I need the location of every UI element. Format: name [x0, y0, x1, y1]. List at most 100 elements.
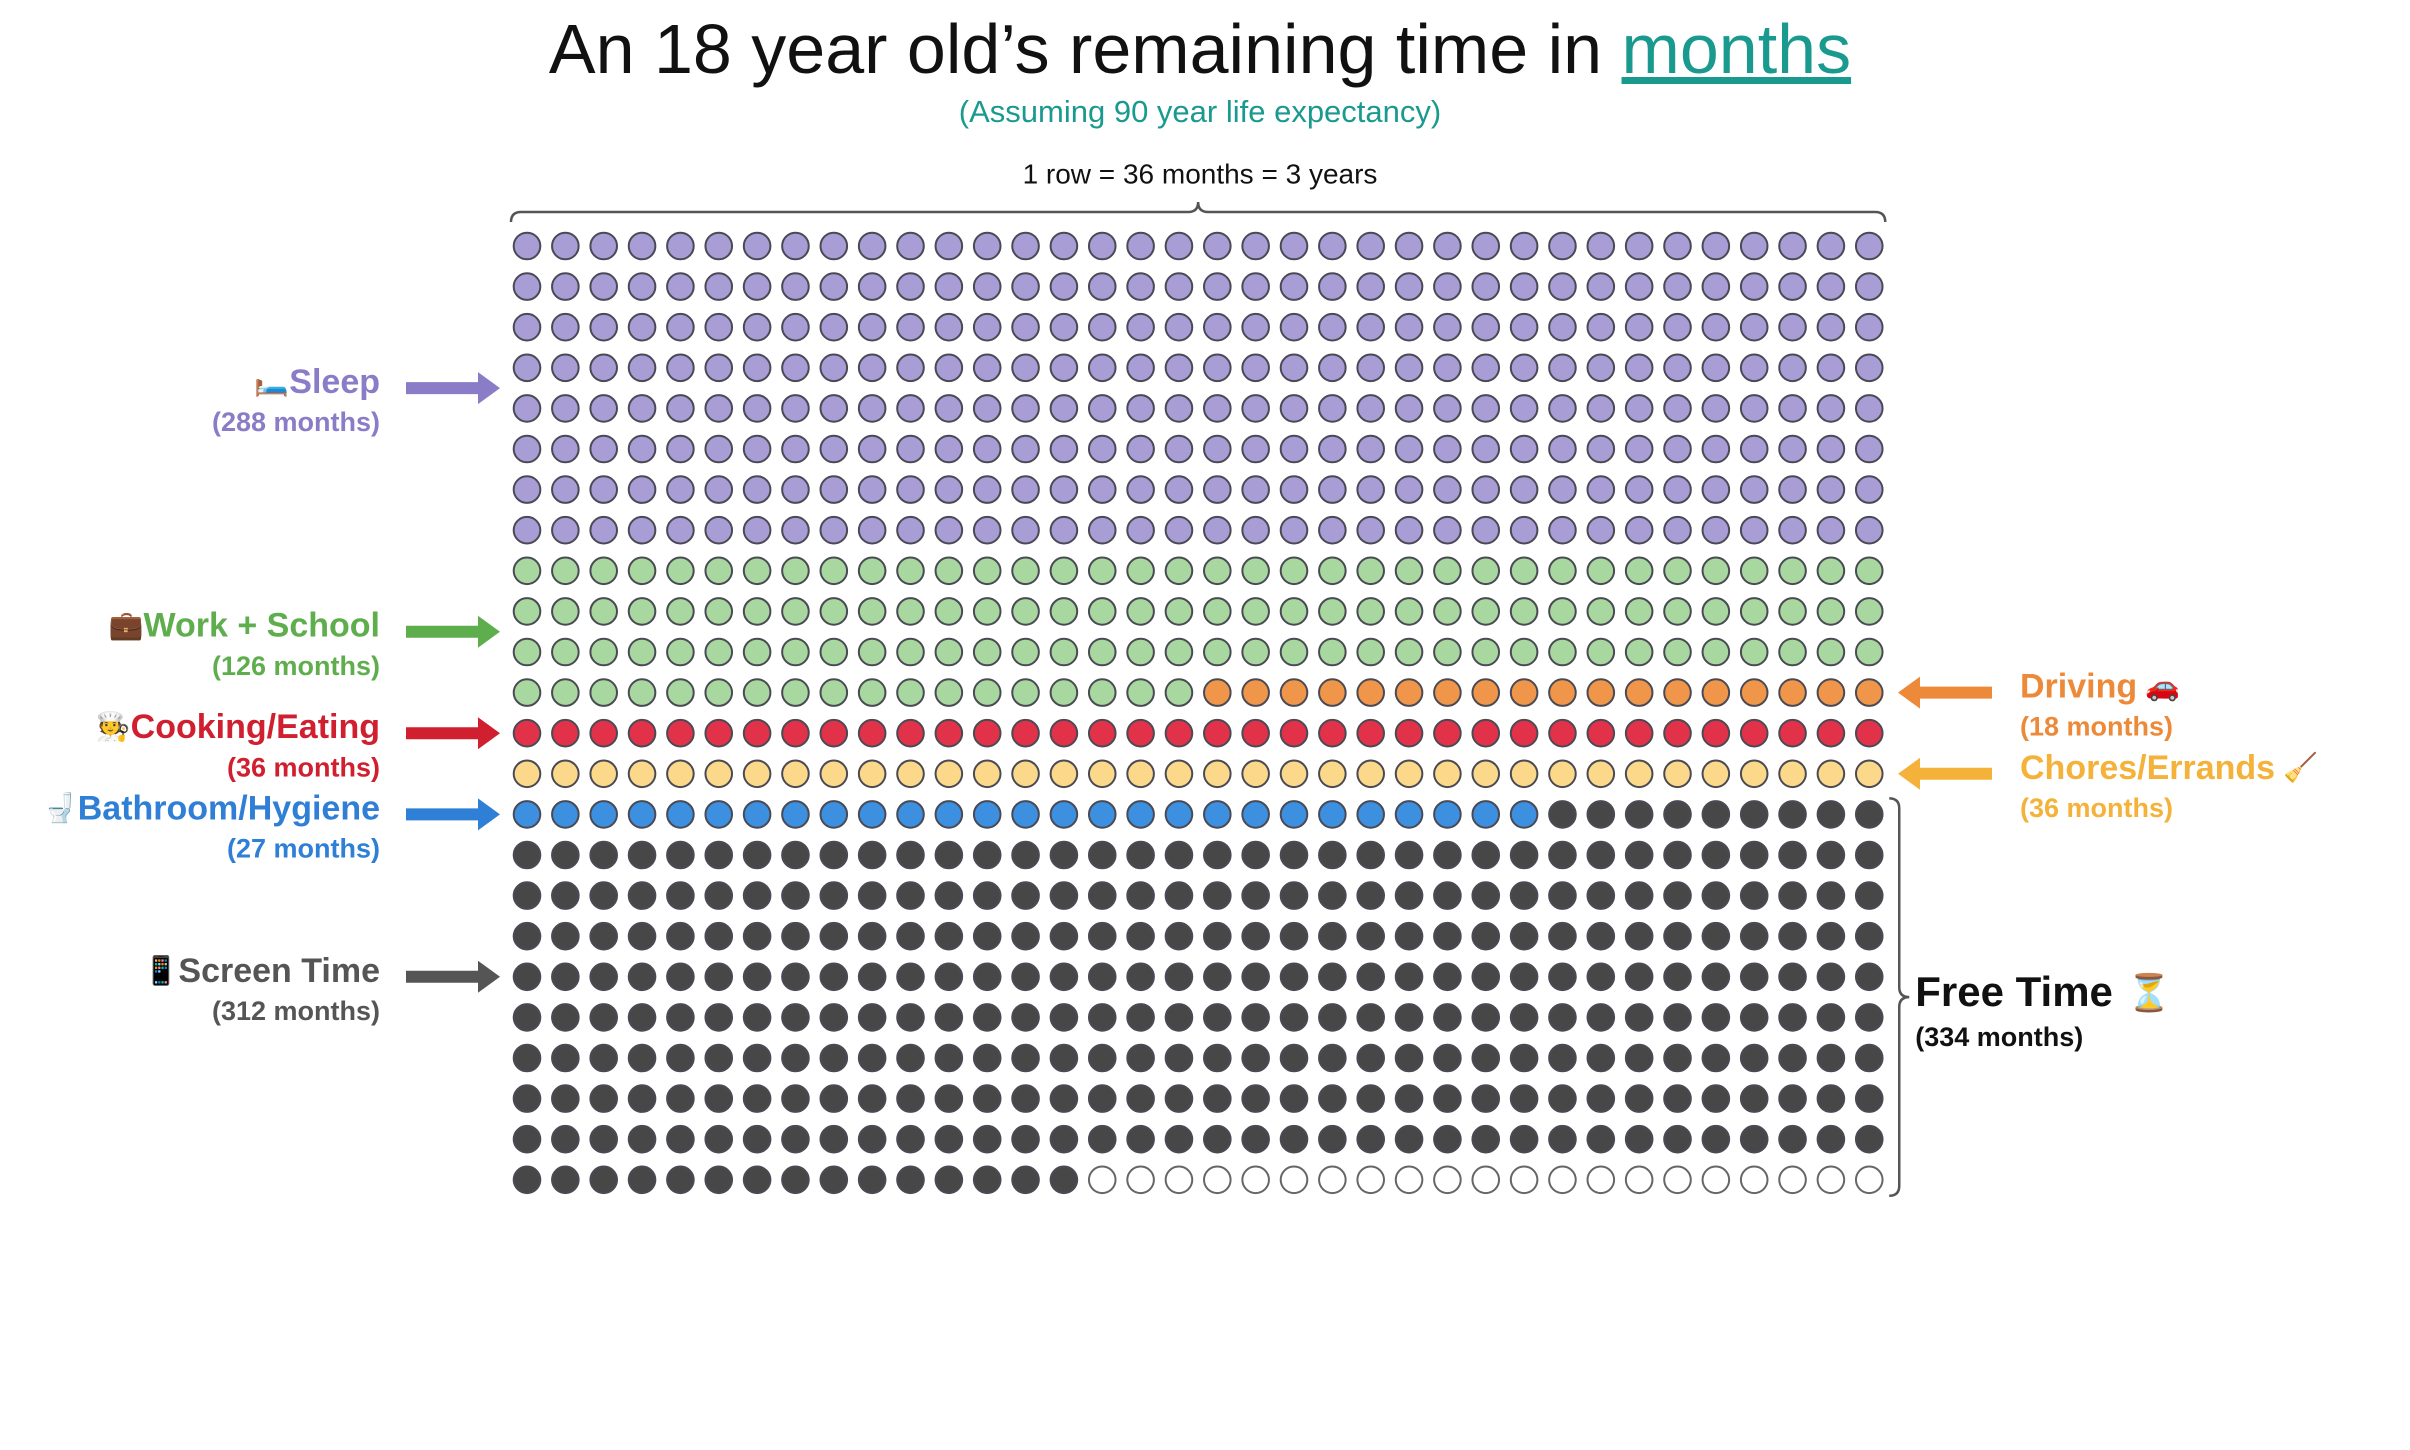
month-dot: [1279, 678, 1309, 707]
month-dot: [1241, 1124, 1270, 1154]
month-dot: [1394, 800, 1424, 829]
month-dot: [1126, 678, 1155, 707]
month-dot: [1816, 800, 1846, 829]
month-dot: [1509, 921, 1539, 951]
month-dot: [1433, 1084, 1462, 1113]
month-dot: [896, 312, 925, 342]
month-dot: [1471, 556, 1501, 586]
month-dot: [1739, 394, 1769, 423]
month-dot: [742, 678, 772, 707]
month-dot: [666, 475, 695, 504]
month-dot: [819, 556, 849, 586]
month-dot: [704, 272, 734, 301]
month-dot: [589, 231, 619, 261]
month-dot: [781, 637, 810, 667]
month-dot: [704, 1003, 734, 1032]
month-dot: [857, 962, 887, 992]
month-dot: [1433, 353, 1462, 383]
month-dot: [1701, 881, 1731, 910]
month-dot: [972, 1003, 1002, 1032]
series-value-label: (18 months): [2020, 712, 2173, 742]
month-dot: [551, 272, 580, 301]
series-icon: 🧹: [2283, 751, 2318, 784]
month-dot: [781, 475, 810, 504]
month-dot: [1624, 434, 1654, 464]
month-dot: [1509, 272, 1539, 301]
month-dot: [1164, 231, 1194, 261]
month-dot: [1241, 353, 1270, 383]
month-dot: [1203, 840, 1232, 870]
month-dot: [627, 394, 657, 423]
month-dot: [1816, 1124, 1846, 1154]
empty-dot: [1164, 1165, 1194, 1195]
month-dot: [1241, 921, 1270, 951]
month-dot: [1739, 921, 1769, 951]
month-dot: [704, 1124, 734, 1154]
month-dot: [934, 840, 964, 870]
month-dot: [1433, 475, 1462, 504]
month-dot: [819, 394, 849, 423]
month-dot: [1816, 272, 1846, 301]
side-bracket: [1889, 797, 1910, 1198]
empty-dot: [1126, 1165, 1155, 1195]
month-dot: [1126, 231, 1155, 261]
month-dot: [819, 759, 849, 789]
month-dot: [934, 1003, 964, 1032]
month-dot: [1318, 1124, 1347, 1154]
month-dot: [512, 759, 542, 789]
month-dot: [1509, 759, 1539, 789]
month-dot: [1663, 1003, 1692, 1032]
month-dot: [1011, 881, 1040, 910]
month-dot: [819, 434, 849, 464]
arrow: [406, 798, 500, 831]
month-dot: [1778, 718, 1807, 748]
month-dot: [742, 312, 772, 342]
month-dot: [1854, 1003, 1884, 1032]
month-dot: [1586, 1003, 1616, 1032]
row-note: 1 row = 36 months = 3 years: [1023, 158, 1378, 189]
month-dot: [551, 718, 580, 748]
month-dot: [704, 921, 734, 951]
month-dot: [1356, 1124, 1385, 1154]
month-dot: [1279, 962, 1309, 992]
month-dot: [1126, 1003, 1155, 1032]
month-dot: [1471, 840, 1501, 870]
month-dot: [1203, 597, 1232, 626]
month-dot: [551, 1003, 580, 1032]
month-dot: [627, 1124, 657, 1154]
month-dot: [1279, 475, 1309, 504]
month-dot: [1663, 597, 1692, 626]
month-dot: [1049, 678, 1079, 707]
month-dot: [1241, 394, 1270, 423]
month-dot: [1126, 475, 1155, 504]
month-dot: [1816, 840, 1846, 870]
month-dot: [1854, 272, 1884, 301]
chart-title: An 18 year old’s remaining time in month…: [549, 10, 1851, 88]
month-dot: [1624, 231, 1654, 261]
title-main: An 18 year old’s remaining time in: [549, 10, 1602, 88]
month-dot: [1739, 272, 1769, 301]
month-dot: [1509, 800, 1539, 829]
month-dot: [1586, 394, 1616, 423]
series-value-label: (312 months): [212, 996, 380, 1026]
month-dot: [972, 231, 1002, 261]
month-dot: [1087, 840, 1117, 870]
month-dot: [896, 1003, 925, 1032]
month-dot: [1509, 881, 1539, 910]
title-emphasis: months: [1622, 10, 1852, 88]
month-dot: [1049, 434, 1079, 464]
month-dot: [551, 1043, 580, 1073]
month-dot: [704, 475, 734, 504]
month-dot: [1548, 353, 1577, 383]
month-dot: [1816, 231, 1846, 261]
month-dot: [1471, 1003, 1501, 1032]
month-dot: [1241, 718, 1270, 748]
month-dot: [1279, 759, 1309, 789]
month-dot: [934, 394, 964, 423]
month-dot: [1164, 800, 1194, 829]
month-dot: [551, 597, 580, 626]
empty-dot: [1087, 1165, 1117, 1195]
month-dot: [1318, 515, 1347, 545]
month-dot: [972, 515, 1002, 545]
month-dot: [896, 718, 925, 748]
